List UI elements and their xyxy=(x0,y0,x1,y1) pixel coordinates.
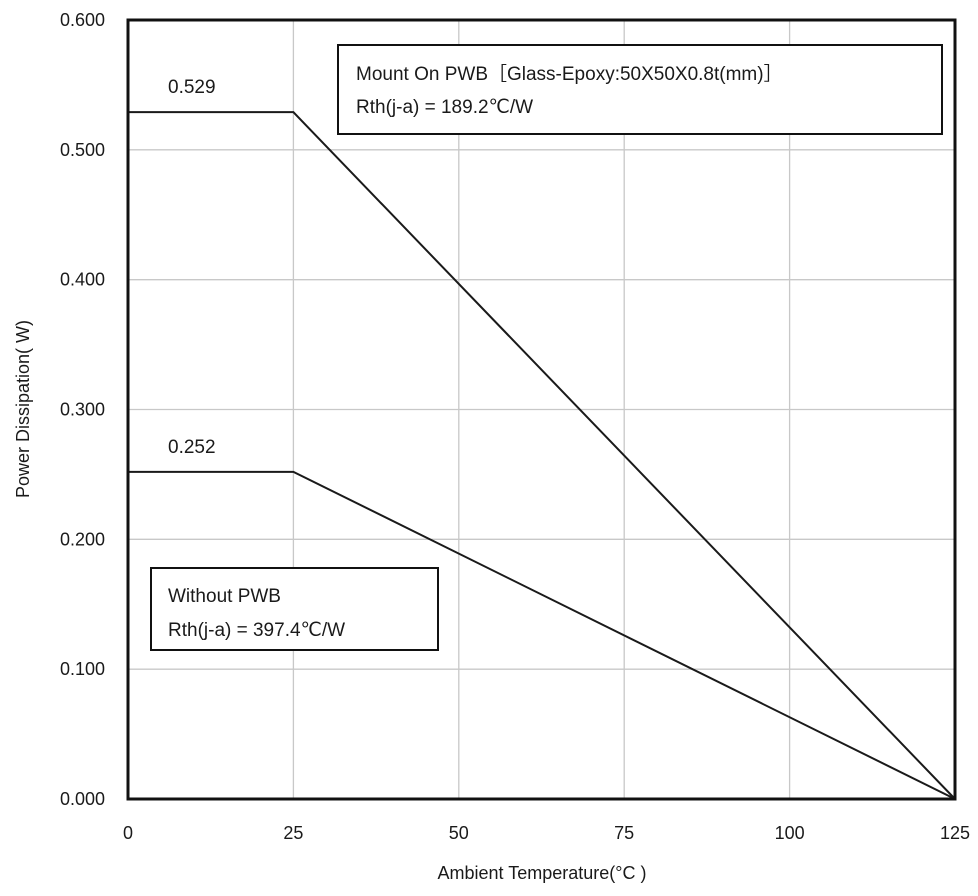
annotation-without-line1: Without PWB xyxy=(168,586,281,607)
y-tick-label: 0.100 xyxy=(60,659,105,679)
y-tick-label: 0.200 xyxy=(60,529,105,549)
x-tick-label: 25 xyxy=(283,823,303,843)
y-tick-label: 0.000 xyxy=(60,789,105,809)
y-tick-label: 0.600 xyxy=(60,10,105,30)
grid-lines xyxy=(128,20,955,799)
x-tick-label: 0 xyxy=(123,823,133,843)
x-tick-label: 100 xyxy=(775,823,805,843)
y-tick-label: 0.400 xyxy=(60,270,105,290)
annotation-box-without xyxy=(150,567,439,651)
series-line-2 xyxy=(128,470,956,800)
y-tick-label: 0.500 xyxy=(60,140,105,160)
annotation-without-line2: Rth(j-a) = 397.4℃/W xyxy=(168,620,345,641)
annotation-box-mount xyxy=(337,44,943,135)
annotation-mount-line2: Rth(j-a) = 189.2℃/W xyxy=(356,97,533,118)
x-tick-label: 50 xyxy=(449,823,469,843)
y-tick-labels: 0.000 0.100 0.200 0.300 0.400 0.500 0.600 xyxy=(60,10,105,809)
y-tick-label: 0.300 xyxy=(60,400,105,420)
annotation-mount-on-pwb: Mount On PWB［Glass-Epoxy:50X50X0.8t(mm)］… xyxy=(337,44,943,135)
series-lines xyxy=(128,111,956,800)
x-tick-label: 75 xyxy=(614,823,634,843)
x-tick-labels: 0 25 50 75 100 125 xyxy=(123,823,970,843)
data-label-2: 0.252 xyxy=(168,437,216,458)
plot-frame xyxy=(126,18,957,801)
data-label-1: 0.529 xyxy=(168,77,216,98)
series-line-1 xyxy=(128,111,956,800)
annotation-mount-line1: Mount On PWB［Glass-Epoxy:50X50X0.8t(mm)］ xyxy=(356,63,783,85)
x-axis-label: Ambient Temperature(°C ) xyxy=(438,863,647,883)
y-axis-label: Power Dissipation( W) xyxy=(13,320,33,498)
annotation-without-pwb: Without PWB Rth(j-a) = 397.4℃/W xyxy=(150,567,439,651)
x-tick-label: 125 xyxy=(940,823,970,843)
point-labels: 0.529 0.252 xyxy=(168,77,216,458)
